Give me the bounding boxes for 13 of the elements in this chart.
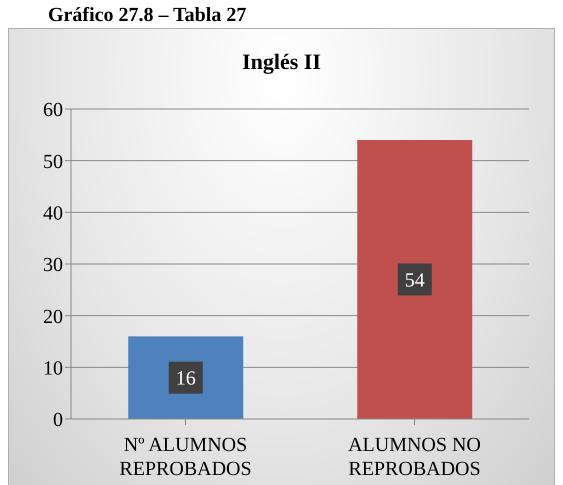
y-tick-label: 10	[43, 357, 63, 380]
data-label: 54	[404, 270, 425, 292]
y-tick-label: 20	[43, 306, 63, 328]
y-tick-label: 50	[43, 150, 63, 173]
chart-title: Inglés II	[241, 48, 322, 76]
data-label: 16	[176, 368, 196, 390]
y-tick-label: 30	[43, 254, 63, 276]
y-tick-label: 40	[43, 202, 63, 224]
y-tick-label: 60	[43, 99, 63, 122]
y-tick-label: 0	[53, 409, 63, 432]
x-tick-label: ALUMNOS NO REPROBADOS	[348, 434, 481, 480]
x-tick-label: Nº ALUMNOS REPROBADOS	[119, 434, 252, 480]
text: Gráfico 27.8 – Tabla 27	[48, 4, 246, 26]
